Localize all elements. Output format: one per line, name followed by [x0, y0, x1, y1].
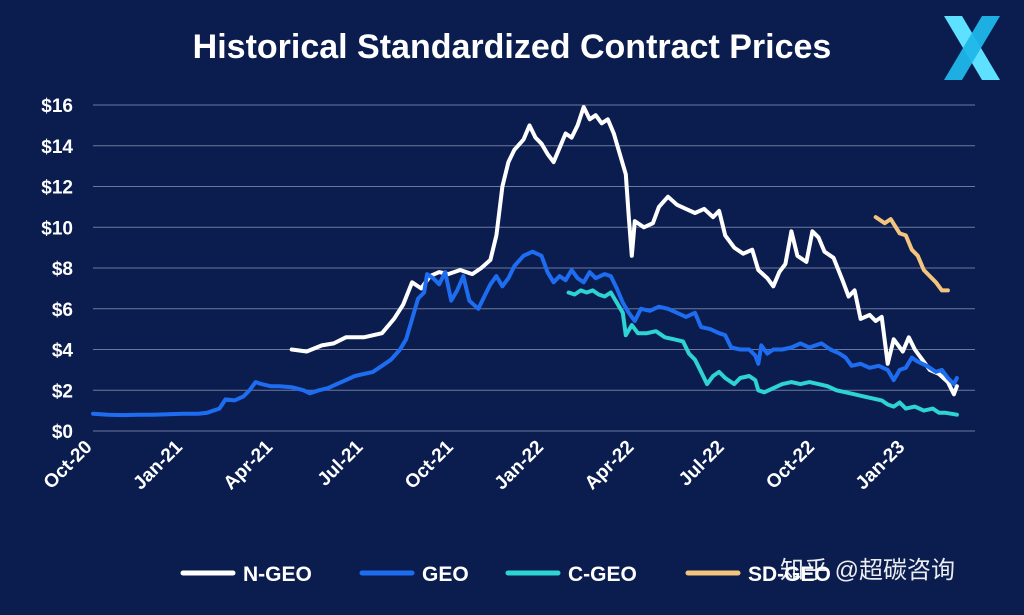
x-logo-icon — [944, 16, 1000, 80]
x-tick-label: Jul-22 — [675, 437, 729, 491]
legend-item-sd-geo: SD-GEO — [685, 563, 831, 586]
legend-label: GEO — [422, 563, 469, 586]
grid — [93, 104, 975, 432]
legend-item-c-geo: C-GEO — [505, 563, 637, 586]
y-tick-label: $12 — [41, 178, 73, 199]
x-tick-label: Jul-21 — [314, 436, 368, 490]
series-line-n-geo — [289, 105, 959, 397]
series-line-geo — [91, 249, 959, 418]
legend: N-GEO GEO C-GEO SD-GEO — [180, 563, 831, 586]
y-tick-label: $4 — [52, 341, 74, 362]
legend-label: N-GEO — [243, 563, 312, 586]
y-tick-label: $16 — [41, 96, 73, 117]
series-line-sd-geo — [873, 215, 950, 293]
plot-area — [91, 105, 959, 418]
y-tick-label: $10 — [41, 218, 73, 239]
y-tick-label: $8 — [52, 259, 73, 280]
legend-item-geo: GEO — [359, 563, 469, 586]
y-tick-label: $14 — [41, 137, 73, 158]
legend-label: C-GEO — [568, 563, 637, 586]
legend-item-n-geo: N-GEO — [180, 563, 312, 586]
x-tick-label: Jan-21 — [129, 436, 187, 494]
y-tick-label: $2 — [52, 381, 73, 402]
y-tick-label: $0 — [52, 422, 73, 443]
x-tick-label: Jan-22 — [491, 437, 548, 494]
chart-title: Historical Standardized Contract Prices — [193, 28, 832, 66]
y-axis: $0 $2 $4 $6 $8 $10 $12 $14 $16 — [41, 96, 73, 443]
x-tick-label: Oct-22 — [762, 437, 819, 494]
x-tick-label: Jan-23 — [852, 437, 909, 494]
x-axis: Oct-20 Jan-21 Apr-21 Jul-21 Oct-21 Jan-22 Apr-… — [40, 436, 909, 494]
x-tick-label: Apr-22 — [581, 437, 638, 494]
watermark: 知乎 @超碳咨询 — [780, 557, 955, 584]
x-tick-label: Oct-20 — [40, 437, 97, 494]
x-tick-label: Apr-21 — [220, 436, 278, 494]
series-line-c-geo — [566, 288, 959, 417]
y-tick-label: $6 — [52, 300, 73, 321]
legend-label: SD-GEO — [748, 563, 831, 586]
x-tick-label: Oct-21 — [401, 436, 458, 493]
